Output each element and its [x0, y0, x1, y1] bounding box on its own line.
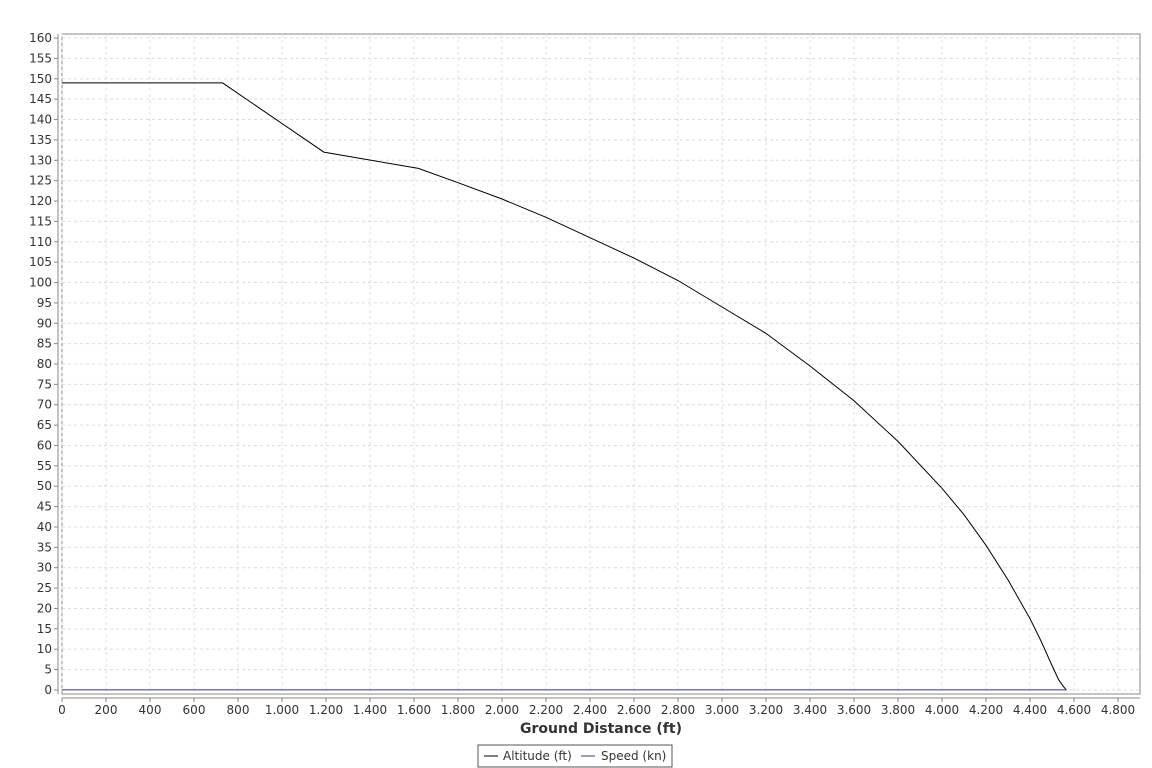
y-tick-label: 35 [37, 540, 52, 554]
x-tick-label: 1.600 [397, 703, 431, 717]
y-tick-label: 140 [29, 113, 52, 127]
y-tick-label: 155 [29, 51, 52, 65]
y-tick-label: 115 [29, 214, 52, 228]
x-tick-label: 1.200 [309, 703, 343, 717]
y-tick-label: 40 [37, 520, 52, 534]
y-tick-label: 55 [37, 459, 52, 473]
x-tick-label: 4.800 [1101, 703, 1135, 717]
y-axis: 0 5 10 15 20 25 30 35 40 45 50 55 60 65 70 75 80 85 90 95 10… [29, 31, 58, 697]
legend-box [477, 744, 673, 768]
y-tick-label: 145 [29, 92, 52, 106]
x-axis: 0 200 400 600 800 1.000 1.200 1.400 1.600 1.800 2.… [58, 698, 1135, 717]
x-tick-label: 0 [58, 703, 66, 717]
y-tick-label: 130 [29, 153, 52, 167]
x-tick-label: 3.000 [705, 703, 739, 717]
y-tick-label: 5 [44, 663, 52, 677]
x-tick-label: 2.000 [485, 703, 519, 717]
x-axis-title: Ground Distance (ft) [520, 721, 682, 737]
y-tick-label: 85 [37, 337, 52, 351]
y-tick-label: 60 [37, 438, 52, 452]
y-tick-label: 70 [37, 398, 52, 412]
legend-label-altitude: Altitude (ft) [503, 749, 572, 763]
legend-label-speed: Speed (kn) [601, 749, 666, 763]
y-tick-label: 25 [37, 581, 52, 595]
y-tick-label: 75 [37, 377, 52, 391]
grid [61, 34, 1140, 694]
x-tick-label: 200 [95, 703, 118, 717]
y-tick-label: 45 [37, 500, 52, 514]
y-tick-label: 150 [29, 72, 52, 86]
y-tick-label: 95 [37, 296, 52, 310]
y-tick-label: 50 [37, 479, 52, 493]
x-tick-label: 800 [227, 703, 250, 717]
y-tick-label: 110 [29, 235, 52, 249]
series-line-altitude [62, 82, 1067, 691]
x-tick-label: 2.200 [529, 703, 563, 717]
x-tick-label: 4.000 [925, 703, 959, 717]
x-tick-label: 1.400 [353, 703, 387, 717]
y-tick-label: 100 [29, 276, 52, 290]
legend: Altitude (ft) Speed (kn) [477, 744, 673, 768]
y-tick-label: 105 [29, 255, 52, 269]
x-tick-label: 4.600 [1057, 703, 1091, 717]
x-tick-label: 3.800 [881, 703, 915, 717]
x-tick-label: 4.400 [1013, 703, 1047, 717]
x-tick-label: 600 [183, 703, 206, 717]
y-tick-label: 80 [37, 357, 52, 371]
y-tick-label: 135 [29, 133, 52, 147]
y-tick-label: 65 [37, 418, 52, 432]
y-tick-label: 10 [37, 642, 52, 656]
x-tick-label: 3.400 [793, 703, 827, 717]
series-lines [62, 82, 1067, 691]
x-tick-label: 2.400 [573, 703, 607, 717]
x-tick-label: 4.200 [969, 703, 1003, 717]
y-tick-label: 0 [44, 683, 52, 697]
y-tick-label: 160 [29, 31, 52, 45]
y-tick-label: 120 [29, 194, 52, 208]
x-tick-label: 1.000 [265, 703, 299, 717]
x-tick-label: 3.200 [749, 703, 783, 717]
x-tick-label: 400 [139, 703, 162, 717]
x-tick-label: 1.800 [441, 703, 475, 717]
y-tick-label: 90 [37, 316, 52, 330]
x-tick-label: 2.600 [617, 703, 651, 717]
x-tick-label: 3.600 [837, 703, 871, 717]
y-tick-label: 15 [37, 622, 52, 636]
y-tick-label: 125 [29, 174, 52, 188]
y-tick-label: 20 [37, 601, 52, 615]
y-tick-label: 30 [37, 561, 52, 575]
x-tick-label: 2.800 [661, 703, 695, 717]
plot-area [61, 33, 1141, 695]
